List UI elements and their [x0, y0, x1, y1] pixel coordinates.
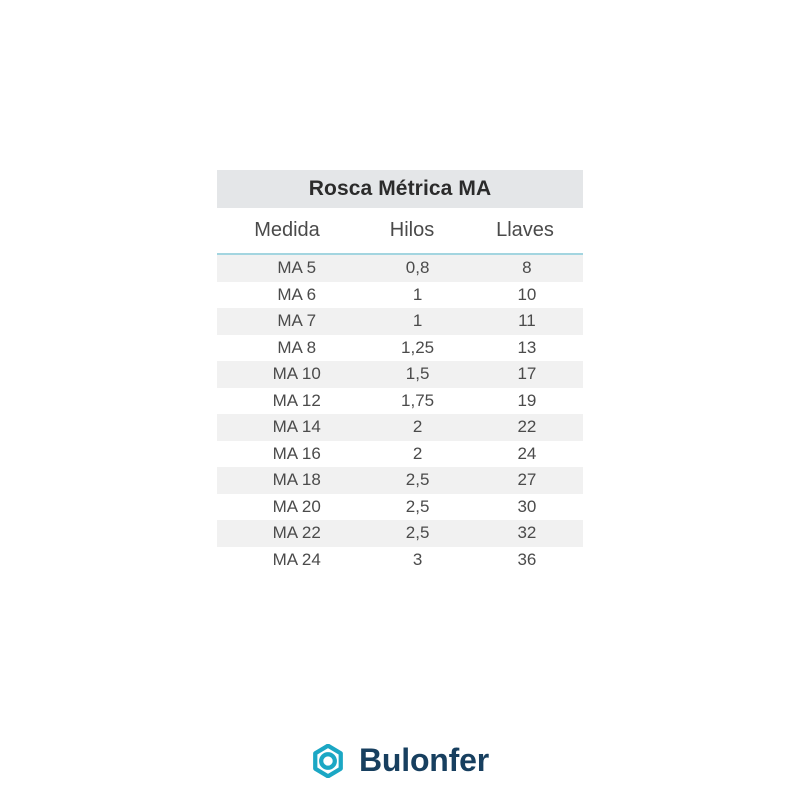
cell-medida: MA 6	[277, 284, 317, 304]
cell-llaves: 30	[517, 496, 537, 516]
header-divider-rule	[217, 253, 583, 255]
brand-wordmark: Bulonfer	[359, 742, 489, 778]
table-row: MA 16 2 24	[217, 440, 583, 467]
cell-hilos: 1	[412, 311, 423, 331]
table-row: MA 10 1,5 17	[217, 361, 583, 388]
cell-llaves: 32	[517, 523, 537, 543]
cell-medida: MA 14	[272, 417, 321, 437]
cell-llaves: 27	[517, 470, 537, 490]
table-row: MA 6 1 10	[217, 281, 583, 308]
cell-hilos: 1	[412, 284, 423, 304]
cell-llaves: 36	[517, 549, 537, 569]
cell-hilos: 0,8	[405, 258, 430, 278]
table-row: MA 20 2,5 30	[217, 493, 583, 520]
cell-hilos: 1,25	[401, 337, 435, 357]
cell-hilos: 2	[412, 443, 423, 463]
column-header-llaves: Llaves	[496, 219, 554, 241]
cell-medida: MA 18	[272, 470, 321, 490]
table-row: MA 24 3 36	[217, 546, 583, 573]
table-row: MA 18 2,5 27	[217, 467, 583, 494]
cell-llaves: 13	[517, 337, 537, 357]
cell-hilos: 2,5	[405, 470, 430, 490]
cell-medida: MA 20	[272, 496, 321, 516]
table-row: MA 5 0,8 8	[217, 255, 583, 282]
cell-hilos: 2,5	[405, 523, 430, 543]
table-row: MA 22 2,5 32	[217, 520, 583, 547]
cell-medida: MA 12	[272, 390, 321, 410]
table-title: Rosca Métrica MA	[308, 177, 492, 200]
table-row: MA 8 1,25 13	[217, 334, 583, 361]
cell-llaves: 11	[518, 311, 536, 331]
cell-medida: MA 10	[272, 364, 321, 384]
table-column-header-row: Medida Hilos Llaves	[217, 208, 583, 253]
cell-medida: MA 22	[272, 523, 321, 543]
brand-logo: Bulonfer	[0, 742, 800, 779]
cell-medida: MA 5	[277, 258, 317, 278]
column-header-hilos: Hilos	[389, 219, 435, 241]
thread-spec-table: Rosca Métrica MA Medida Hilos Llaves MA …	[217, 170, 583, 573]
cell-llaves: 24	[517, 443, 537, 463]
cell-llaves: 22	[517, 417, 537, 437]
cell-hilos: 1,75	[401, 390, 435, 410]
cell-medida: MA 24	[272, 549, 321, 569]
cell-hilos: 3	[412, 549, 423, 569]
table-row: MA 14 2 22	[217, 414, 583, 441]
table-row: MA 12 1,75 19	[217, 387, 583, 414]
table-row: MA 7 1 11	[217, 308, 583, 335]
cell-llaves: 8	[522, 258, 532, 278]
table-body: MA 5 0,8 8 MA 6 1 10 MA 7 1 11 MA 8 1,25…	[217, 255, 583, 573]
cell-llaves: 19	[517, 390, 537, 410]
hex-nut-icon	[311, 743, 345, 778]
cell-llaves: 17	[517, 364, 537, 384]
cell-hilos: 2	[412, 417, 423, 437]
column-header-medida: Medida	[254, 219, 320, 241]
cell-medida: MA 16	[272, 443, 321, 463]
cell-medida: MA 8	[277, 337, 317, 357]
cell-medida: MA 7	[277, 311, 317, 331]
cell-hilos: 2,5	[405, 496, 430, 516]
cell-hilos: 1,5	[405, 364, 430, 384]
table-title-band: Rosca Métrica MA	[217, 170, 583, 208]
cell-llaves: 10	[517, 284, 537, 304]
